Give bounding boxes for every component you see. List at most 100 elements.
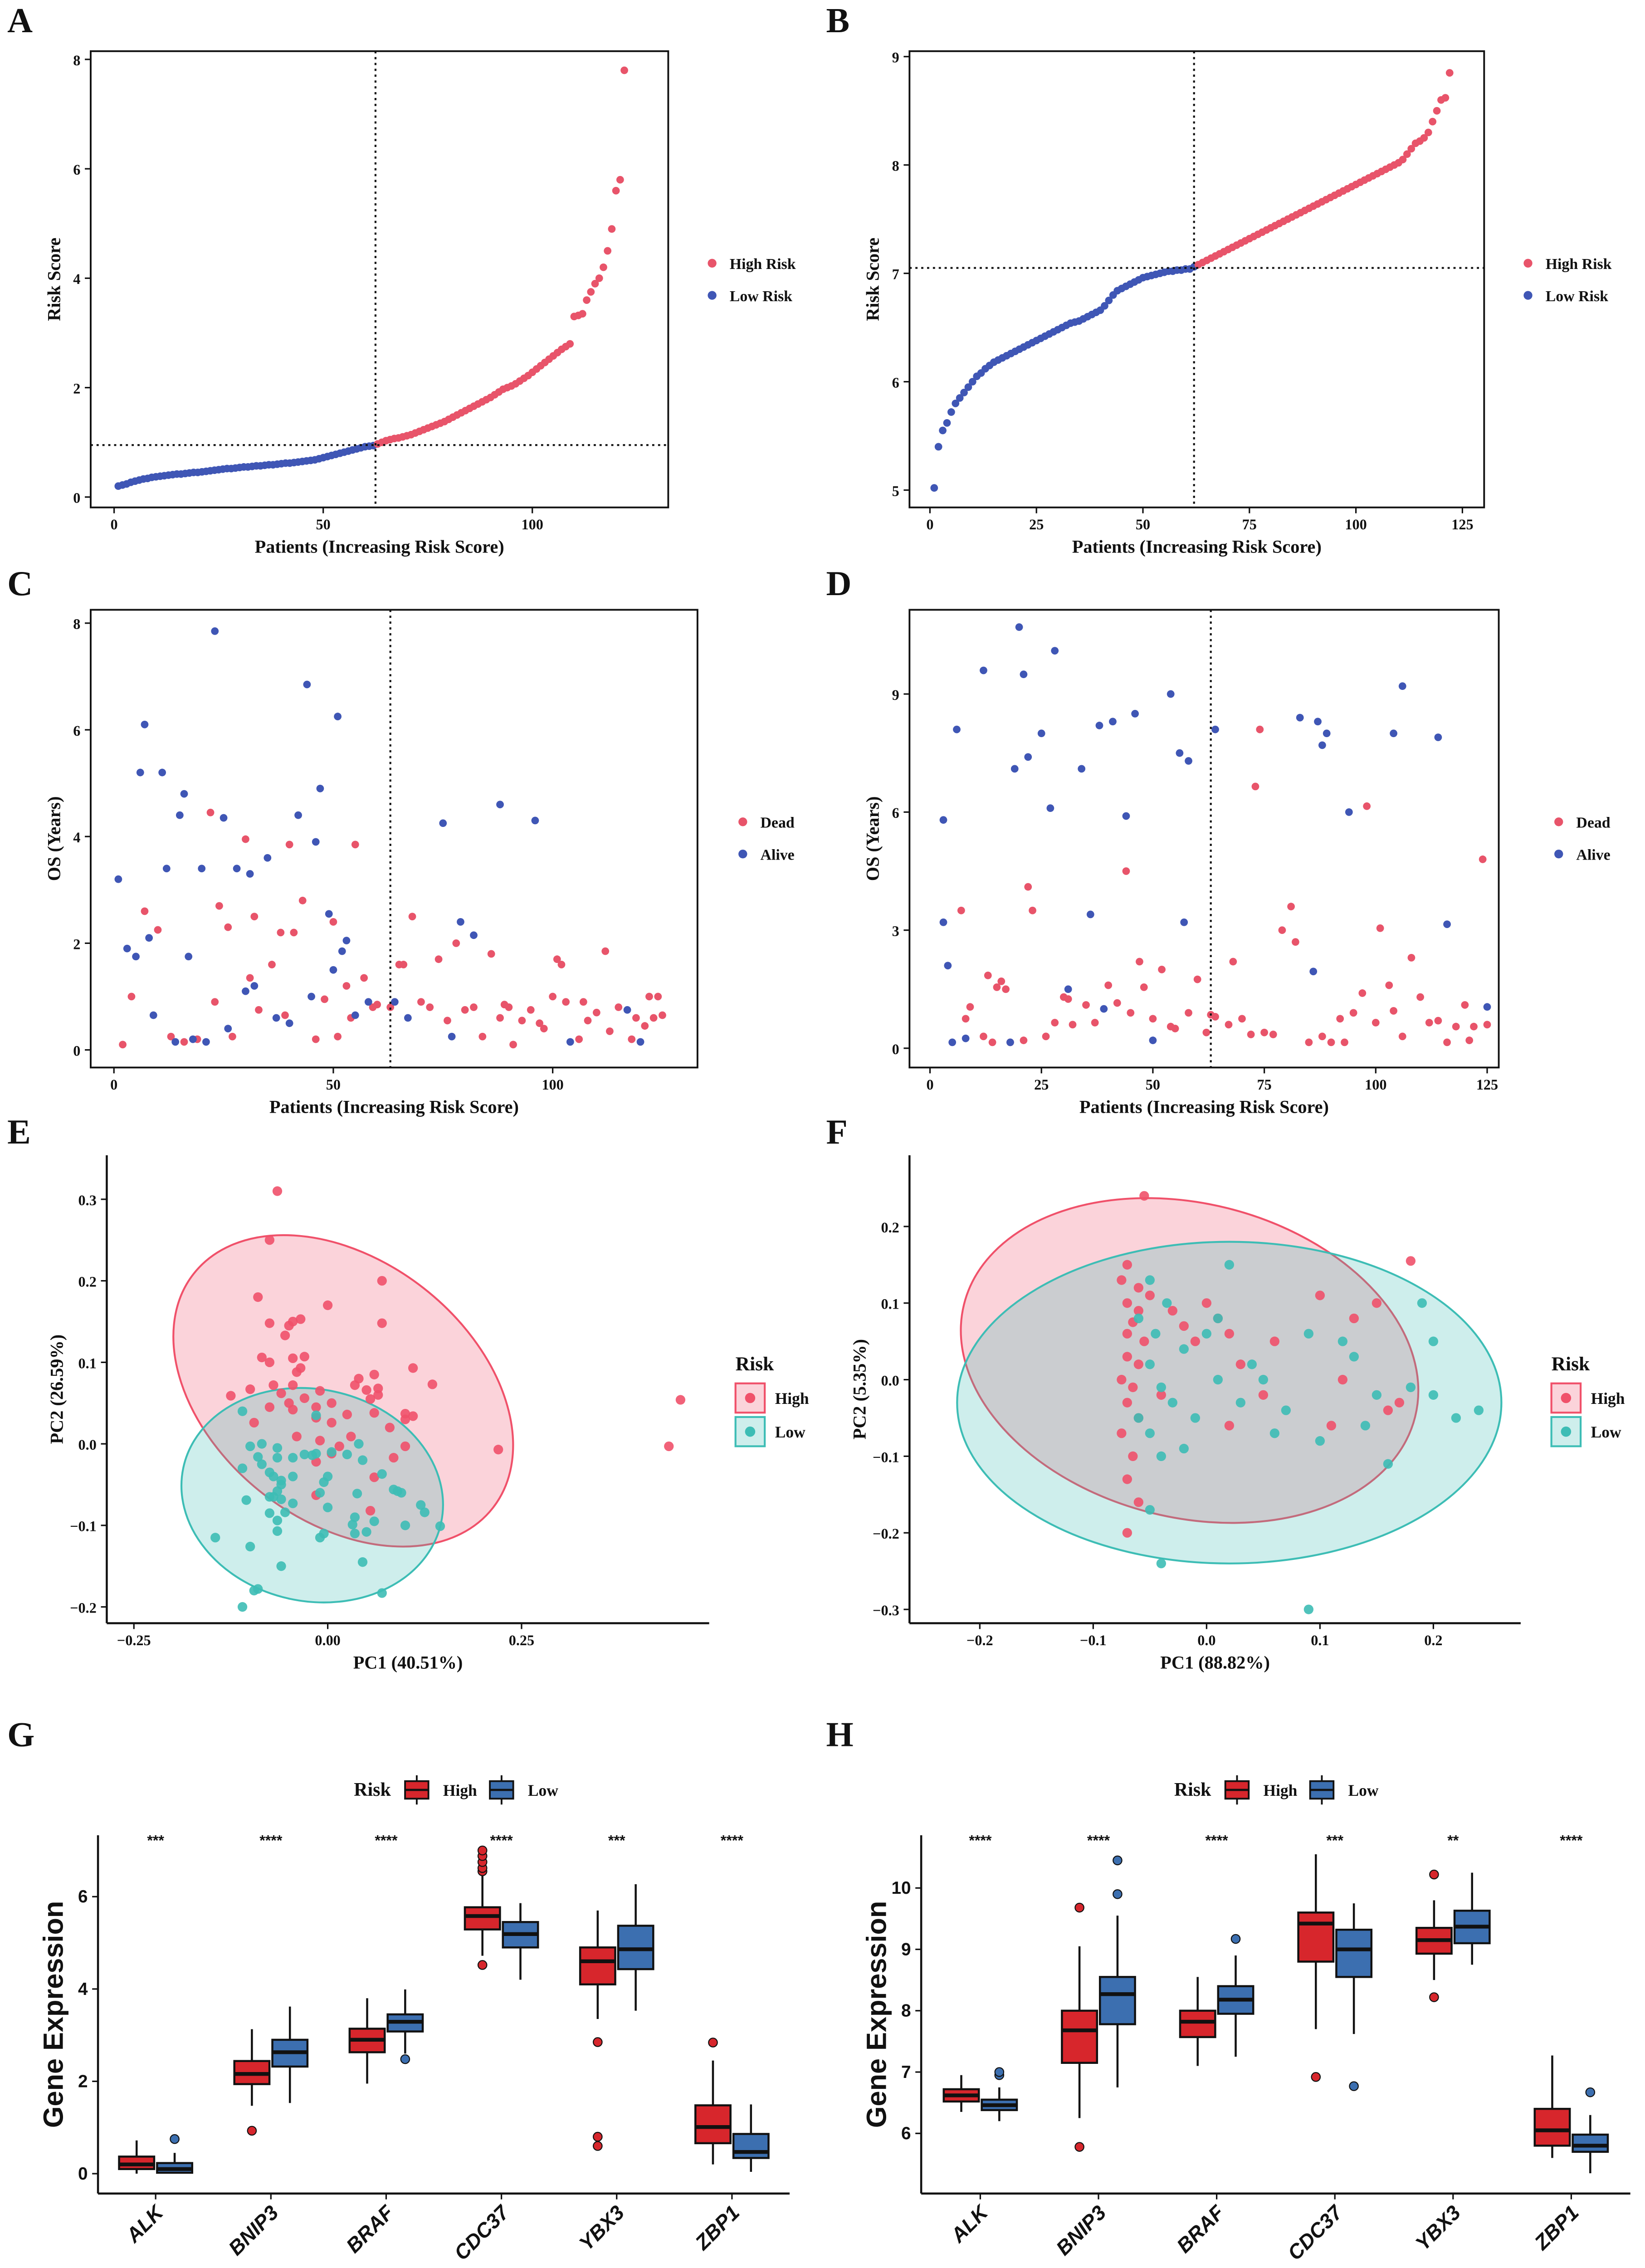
dead-point bbox=[1229, 958, 1237, 966]
alive-point bbox=[1024, 753, 1032, 761]
y-tick-label: 6 bbox=[73, 723, 80, 739]
significance-label: *** bbox=[147, 1833, 164, 1849]
dead-point bbox=[1398, 1032, 1406, 1041]
box-low-ybx3 bbox=[617, 1884, 654, 2011]
box-high-bnip3 bbox=[233, 2029, 271, 2136]
low-point bbox=[1372, 1390, 1382, 1400]
alive-point bbox=[1296, 714, 1304, 722]
low-point bbox=[1133, 1413, 1143, 1423]
alive-point bbox=[457, 918, 464, 926]
high-point bbox=[1139, 1191, 1149, 1201]
dead-point bbox=[1185, 1009, 1192, 1017]
x-tick-label-ybx3: YBX3 bbox=[575, 2201, 629, 2255]
alive-point bbox=[123, 944, 131, 953]
x-tick-label-zbp1: ZBP1 bbox=[1529, 2201, 1583, 2255]
low-point bbox=[377, 1588, 387, 1598]
dead-point bbox=[518, 1017, 526, 1025]
low-point bbox=[264, 1492, 275, 1502]
box-high-alk bbox=[118, 2140, 156, 2174]
alive-point bbox=[1095, 722, 1103, 729]
high-point bbox=[315, 1436, 325, 1446]
low-point bbox=[1258, 1374, 1269, 1385]
y-axis-title: Gene Expression bbox=[38, 1901, 69, 2128]
box-high-bnip3 bbox=[1061, 1902, 1098, 2152]
alive-point bbox=[531, 816, 539, 825]
high-point bbox=[1117, 1374, 1127, 1385]
alive-point bbox=[939, 816, 947, 824]
dead-point bbox=[1064, 995, 1072, 1003]
alive-point bbox=[325, 910, 333, 918]
y-tick-label: 8 bbox=[892, 158, 899, 174]
x-tick-label-bnip3: BNIP3 bbox=[224, 2201, 283, 2260]
outlier-point bbox=[593, 2131, 603, 2142]
low-point bbox=[350, 1529, 360, 1539]
dead-point bbox=[1372, 1019, 1380, 1026]
x-tick-label: 50 bbox=[326, 1076, 341, 1093]
low-point bbox=[315, 1488, 325, 1498]
high-point bbox=[369, 1369, 379, 1379]
dead-point bbox=[1376, 924, 1384, 932]
dead-point bbox=[505, 1003, 513, 1011]
dead-point bbox=[1149, 1015, 1157, 1023]
legend-dot bbox=[1523, 259, 1533, 268]
box bbox=[694, 2104, 732, 2145]
box-high-cdc37 bbox=[464, 1845, 501, 1970]
y-tick-label: 0.0 bbox=[881, 1372, 899, 1388]
low-point bbox=[396, 1488, 406, 1498]
dead-point bbox=[1029, 906, 1036, 914]
panel-F: F −0.3 −0.2 −0.1 0.0 0.1 0.2 −0.2 −0.1 0.0 0.1 0.2 P… bbox=[826, 1112, 1625, 1672]
low-point bbox=[400, 1520, 410, 1530]
high-point bbox=[264, 1357, 275, 1368]
low-point bbox=[288, 1498, 298, 1508]
high-point bbox=[288, 1353, 298, 1364]
high-point bbox=[249, 1418, 259, 1428]
significance-label: **** bbox=[490, 1833, 513, 1849]
dead-point bbox=[1443, 1038, 1451, 1046]
legend-label: Dead bbox=[760, 815, 794, 831]
low-point bbox=[311, 1449, 321, 1459]
dead-point bbox=[988, 1038, 996, 1046]
dead-point bbox=[641, 1022, 649, 1030]
low-point bbox=[1417, 1298, 1427, 1308]
low-point bbox=[1167, 1398, 1177, 1408]
low-point bbox=[1360, 1421, 1371, 1431]
legend-label: High Risk bbox=[730, 256, 796, 273]
y-tick-label: 6 bbox=[73, 161, 80, 178]
low-point bbox=[245, 1441, 255, 1452]
dead-point bbox=[1269, 1031, 1277, 1038]
legend-label: Low bbox=[1591, 1423, 1621, 1441]
low-risk-point bbox=[939, 426, 947, 435]
box bbox=[464, 1906, 501, 1931]
legend-dot bbox=[1561, 1393, 1572, 1403]
legend-dot bbox=[745, 1426, 756, 1437]
dead-point bbox=[1470, 1022, 1478, 1031]
low-point bbox=[1303, 1329, 1314, 1339]
high-point bbox=[1133, 1359, 1143, 1369]
dead-point bbox=[290, 929, 298, 937]
box-high-braf bbox=[1179, 1977, 1216, 2066]
dead-point bbox=[1171, 1025, 1179, 1032]
dead-point bbox=[592, 1008, 600, 1017]
high-risk-point bbox=[595, 274, 603, 282]
alive-point bbox=[1390, 729, 1397, 738]
alive-point bbox=[1176, 749, 1184, 757]
low-point bbox=[1406, 1382, 1416, 1393]
dead-point bbox=[1251, 782, 1259, 791]
high-point bbox=[1133, 1283, 1143, 1293]
low-point bbox=[253, 1452, 263, 1462]
high-point bbox=[1179, 1321, 1189, 1331]
panel-letter: H bbox=[826, 1715, 854, 1754]
dead-point bbox=[645, 992, 653, 1001]
high-point bbox=[1156, 1390, 1166, 1400]
low-risk-point bbox=[1101, 302, 1108, 310]
high-point bbox=[365, 1505, 376, 1516]
dead-point bbox=[461, 1006, 469, 1014]
legend-label: Low Risk bbox=[730, 288, 792, 305]
dead-point bbox=[1127, 1009, 1135, 1017]
low-point bbox=[315, 1533, 325, 1543]
high-risk-point bbox=[583, 296, 591, 304]
dead-point bbox=[1069, 1021, 1077, 1029]
legend-label: Low Risk bbox=[1546, 288, 1608, 305]
high-point bbox=[1117, 1275, 1127, 1285]
dead-point bbox=[1136, 958, 1143, 966]
